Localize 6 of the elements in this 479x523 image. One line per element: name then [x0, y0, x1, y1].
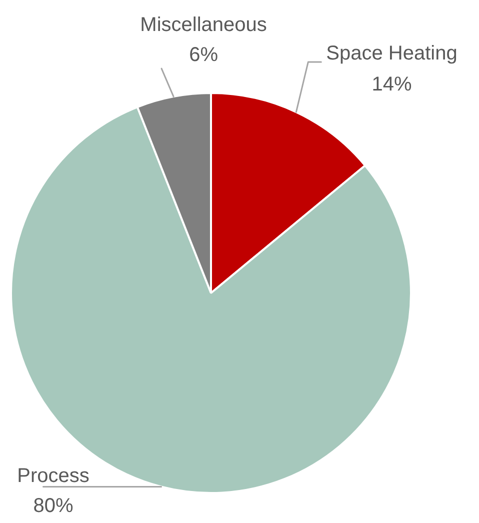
data-label: 6% — [189, 44, 218, 66]
slice-label: Space Heating — [326, 42, 458, 65]
slice-label: Process — [17, 465, 90, 488]
data-label: 80% — [33, 495, 74, 518]
data-label: 14% — [372, 74, 412, 96]
slice-label: Miscellaneous — [140, 14, 267, 36]
